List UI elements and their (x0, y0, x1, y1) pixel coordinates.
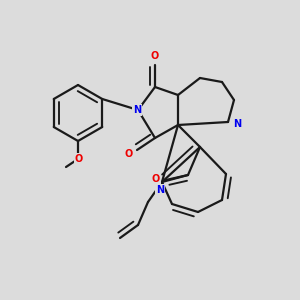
Text: O: O (125, 149, 133, 159)
Text: O: O (151, 51, 159, 61)
Text: N: N (156, 185, 164, 195)
Text: N: N (233, 119, 241, 129)
Text: O: O (75, 154, 83, 164)
Text: O: O (152, 174, 160, 184)
Text: N: N (133, 105, 141, 115)
